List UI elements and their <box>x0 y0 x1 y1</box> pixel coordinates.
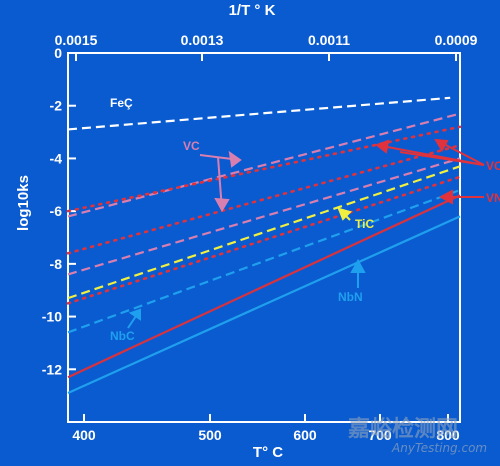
series-line-unlabeled-3 <box>66 143 462 255</box>
watermark-subtext: AnyTesting.com <box>391 441 487 455</box>
top-tick-label: 0.0013 <box>181 32 224 48</box>
arrow-nbn <box>350 258 366 288</box>
series-line-fec <box>67 96 451 131</box>
plot-frame <box>67 52 461 423</box>
label-vc-red: VC <box>486 159 500 173</box>
top-axis-title: 1/T ° K <box>229 2 276 19</box>
x-tick-label: 400 <box>72 427 96 443</box>
y-tick-label: -10 <box>42 309 62 325</box>
x-tick-label: 700 <box>368 427 392 443</box>
arrow-tic <box>337 207 352 221</box>
y-tick-label: -8 <box>50 256 63 272</box>
y-tick-label: -2 <box>50 98 63 114</box>
y-tick-label: -12 <box>42 361 62 377</box>
x-tick-label: 600 <box>293 427 317 443</box>
label-tic: TiC <box>355 217 374 231</box>
y-tick-label: 0 <box>54 45 62 61</box>
arrows-vc-red <box>374 138 485 166</box>
label-vn: VN <box>486 191 500 205</box>
arrow-vc-pink <box>199 150 242 213</box>
x-tick-label: 500 <box>198 427 222 443</box>
arrow-vn <box>438 189 484 205</box>
top-tick-label: 0.0009 <box>435 32 478 48</box>
label-vc-pink: VC <box>183 139 200 153</box>
label-nbc: NbC <box>110 329 135 343</box>
y-tick-label: -4 <box>50 150 63 166</box>
x-axis-title: T° C <box>253 444 283 461</box>
series-line-tic <box>67 165 461 300</box>
watermark-logo: 嘉峪检测网 <box>348 416 458 442</box>
arrow-nbc <box>127 308 141 329</box>
label-nbn: NbN <box>338 290 363 304</box>
series-line-vc <box>67 112 461 218</box>
y-tick-label: -6 <box>50 203 63 219</box>
series-line-nbn <box>67 215 461 395</box>
y-axis-title: log10ks <box>15 175 32 231</box>
top-tick-label: 0.0015 <box>55 32 98 48</box>
series-line-unlabeled-5 <box>66 175 462 305</box>
series-line-unlabeled-4 <box>67 157 461 276</box>
top-tick-label: 0.0011 <box>308 32 350 48</box>
series-line-vn <box>67 194 461 379</box>
label-fec: FeÇ <box>110 96 133 110</box>
series-line-unlabeled-2 <box>66 125 462 213</box>
x-tick-label: 800 <box>436 427 460 443</box>
